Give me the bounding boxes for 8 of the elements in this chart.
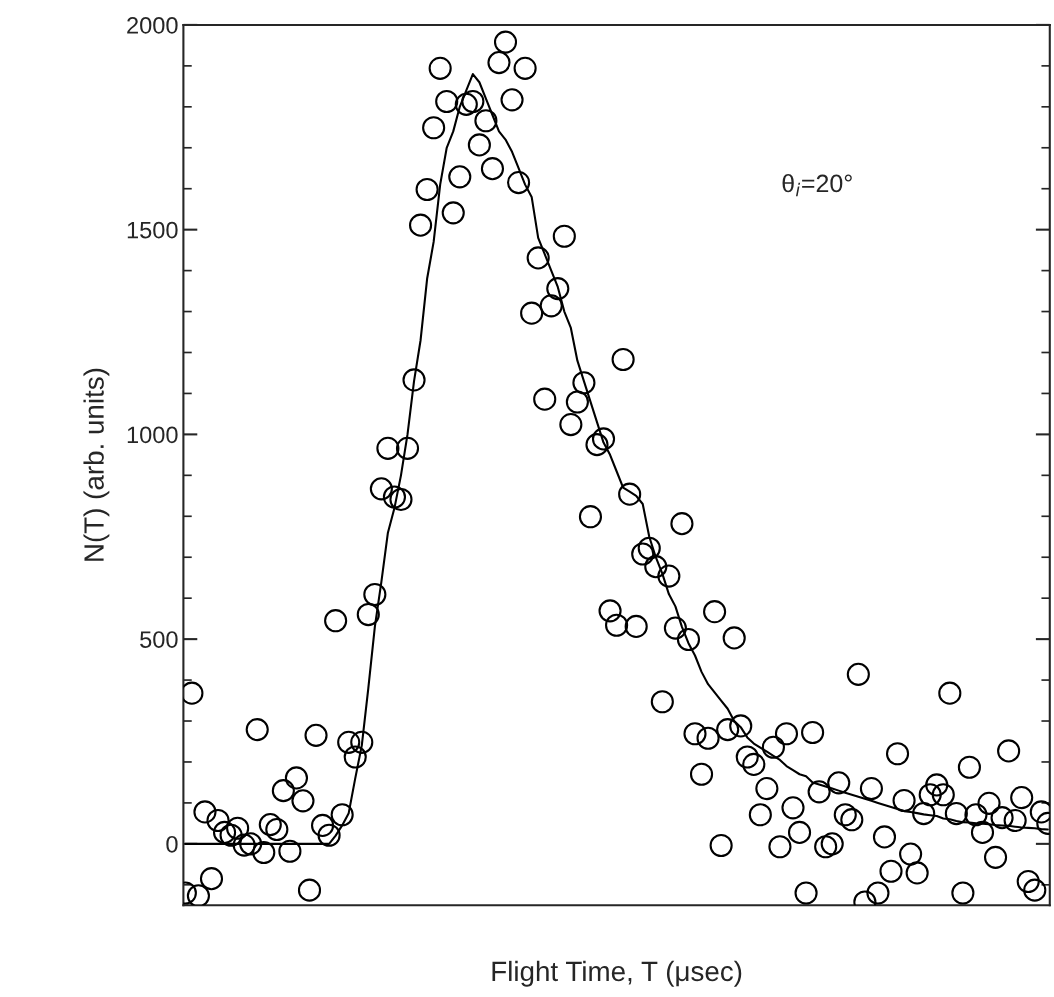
y-tick-label: 1500 [127,221,178,239]
y-tick-label: 1000 [127,426,178,444]
y-tick-label: 2000 [127,16,178,34]
y-axis-title: N(T) (arb. units) [83,368,110,561]
y-tick-label: 0 [166,835,178,853]
x-axis-title: Flight Time, T (μsec) [492,960,742,987]
y-tick-label: 500 [140,631,178,648]
annotation: θ$_{i}$=20° [782,173,852,197]
